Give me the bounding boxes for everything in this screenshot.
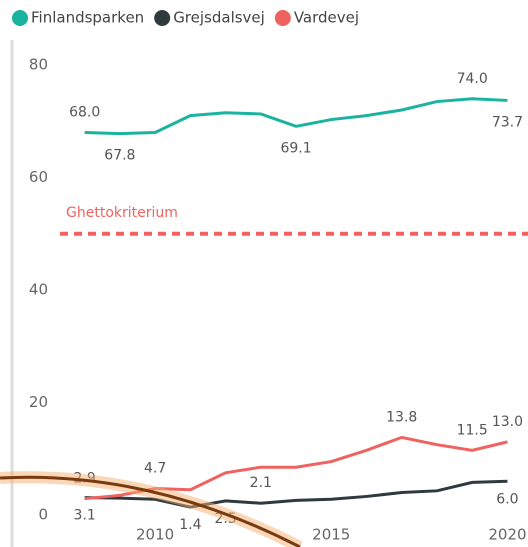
plot: 0 20 40 60 80 2010 2015 2020 Ghettokriterium 68.0… bbox=[29, 56, 528, 544]
legend: Finlandsparken Grejsdalsvej Vardevej bbox=[12, 9, 359, 27]
y-tick-label: 20 bbox=[29, 393, 48, 411]
x-tick-label: 2015 bbox=[312, 526, 350, 544]
data-label: 67.8 bbox=[104, 148, 135, 164]
data-label: 4.7 bbox=[144, 461, 166, 477]
data-label: 11.5 bbox=[457, 422, 488, 438]
y-tick-label: 40 bbox=[29, 281, 48, 299]
legend-label: Grejsdalsvej bbox=[173, 9, 265, 27]
y-tick-label: 0 bbox=[38, 506, 48, 524]
data-label: 74.0 bbox=[457, 71, 488, 87]
data-label: 13.8 bbox=[386, 409, 417, 425]
legend-marker bbox=[12, 10, 28, 26]
decor-arc bbox=[0, 475, 301, 547]
data-label: 69.1 bbox=[280, 140, 311, 156]
series-line bbox=[84, 479, 508, 509]
legend-marker bbox=[274, 10, 291, 26]
x-tick-label: 2020 bbox=[488, 526, 526, 544]
legend-marker bbox=[154, 10, 171, 26]
data-label: 68.0 bbox=[69, 105, 100, 121]
x-tick-label: 2010 bbox=[136, 526, 174, 544]
data-label: 6.0 bbox=[496, 491, 518, 507]
data-label: 73.7 bbox=[492, 114, 523, 130]
data-label: 13.0 bbox=[492, 414, 523, 430]
legend-label: Vardevej bbox=[294, 9, 359, 27]
data-label: 1.4 bbox=[179, 517, 201, 533]
data-label: 2.1 bbox=[250, 475, 272, 491]
data-label: 3.1 bbox=[74, 508, 96, 524]
y-tick-label: 60 bbox=[29, 168, 48, 186]
series-line bbox=[84, 97, 508, 136]
legend-label: Finlandsparken bbox=[31, 9, 144, 27]
reference-label: Ghettokriterium bbox=[66, 205, 178, 221]
y-tick-label: 80 bbox=[29, 56, 48, 74]
